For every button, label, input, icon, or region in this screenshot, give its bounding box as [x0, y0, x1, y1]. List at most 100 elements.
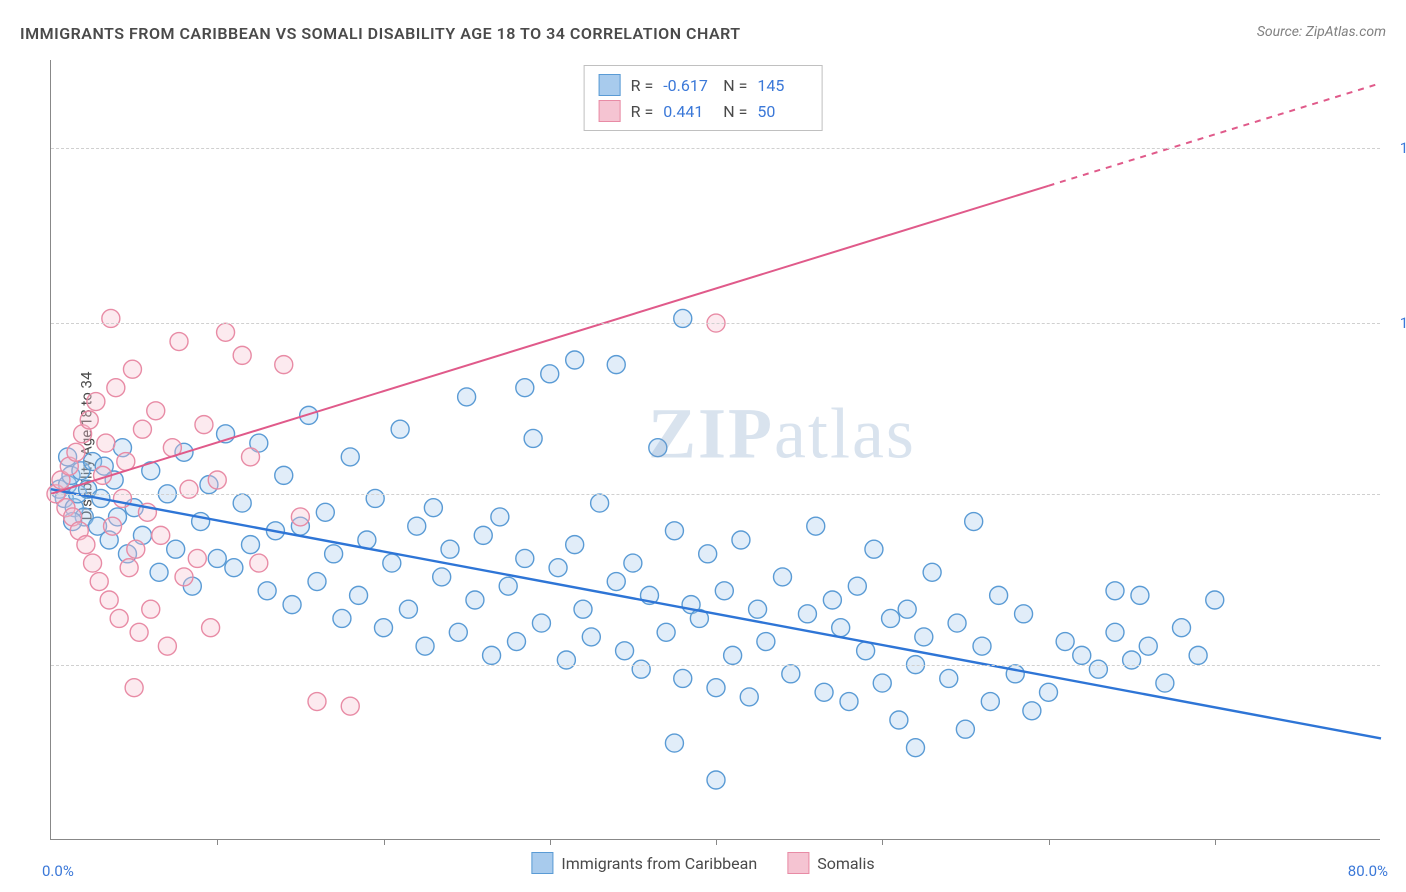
- stat-n-value: 50: [757, 102, 807, 121]
- data-point: [208, 549, 226, 567]
- data-point: [275, 466, 293, 484]
- data-point: [798, 605, 816, 623]
- data-point: [100, 591, 118, 609]
- stats-row: R =-0.617N =145: [599, 72, 808, 98]
- data-point: [823, 591, 841, 609]
- data-point: [80, 411, 98, 429]
- data-point: [225, 559, 243, 577]
- data-point: [123, 360, 141, 378]
- data-point: [956, 720, 974, 738]
- gridline-h: [51, 148, 1380, 149]
- y-tick-label: 3.8%: [1385, 656, 1406, 674]
- stat-r-value: 0.441: [663, 102, 713, 121]
- data-point: [466, 591, 484, 609]
- data-point: [782, 665, 800, 683]
- stat-r-value: -0.617: [663, 76, 713, 95]
- data-point: [170, 333, 188, 351]
- data-point: [973, 637, 991, 655]
- data-point: [915, 628, 933, 646]
- legend-item: Somalis: [787, 852, 874, 874]
- legend-swatch: [599, 74, 621, 96]
- data-point: [125, 679, 143, 697]
- data-point: [923, 563, 941, 581]
- data-point: [175, 568, 193, 586]
- x-tick: [1215, 839, 1216, 845]
- data-point: [848, 577, 866, 595]
- data-point: [333, 609, 351, 627]
- data-point: [524, 429, 542, 447]
- data-point: [474, 526, 492, 544]
- data-point: [1173, 619, 1191, 637]
- data-point: [147, 402, 165, 420]
- data-point: [291, 508, 309, 526]
- data-point: [158, 637, 176, 655]
- data-point: [399, 600, 417, 618]
- data-point: [607, 356, 625, 374]
- data-point: [566, 536, 584, 554]
- data-point: [242, 536, 260, 554]
- data-point: [167, 540, 185, 558]
- data-point: [233, 346, 251, 364]
- data-point: [940, 669, 958, 687]
- data-point: [275, 356, 293, 374]
- data-point: [483, 646, 501, 664]
- data-point: [84, 554, 102, 572]
- data-point: [1106, 623, 1124, 641]
- data-point: [907, 739, 925, 757]
- data-point: [516, 549, 534, 567]
- data-point: [441, 540, 459, 558]
- data-point: [674, 669, 692, 687]
- legend-swatch: [599, 100, 621, 122]
- data-point: [416, 637, 434, 655]
- x-axis-max-label: 80.0%: [1348, 862, 1388, 880]
- data-point: [707, 679, 725, 697]
- data-point: [699, 545, 717, 563]
- data-point: [508, 633, 526, 651]
- trend-line: [51, 186, 1049, 494]
- data-point: [616, 642, 634, 660]
- data-point: [566, 351, 584, 369]
- data-point: [449, 623, 467, 641]
- data-point: [133, 420, 151, 438]
- legend-swatch: [531, 852, 553, 874]
- data-point: [208, 471, 226, 489]
- gridline-h: [51, 665, 1380, 666]
- data-point: [258, 582, 276, 600]
- data-point: [1139, 637, 1157, 655]
- data-point: [499, 577, 517, 595]
- x-tick: [1049, 839, 1050, 845]
- data-point: [217, 323, 235, 341]
- data-point: [649, 439, 667, 457]
- data-point: [807, 517, 825, 535]
- data-point: [749, 600, 767, 618]
- data-point: [632, 660, 650, 678]
- data-point: [102, 309, 120, 327]
- data-point: [1106, 582, 1124, 600]
- gridline-h: [51, 494, 1380, 495]
- legend-swatch: [787, 852, 809, 874]
- trend-line: [51, 489, 1381, 738]
- data-point: [549, 559, 567, 577]
- legend-label: Immigrants from Caribbean: [561, 854, 757, 873]
- data-point: [665, 522, 683, 540]
- data-point: [1023, 702, 1041, 720]
- data-point: [865, 540, 883, 558]
- data-point: [1089, 660, 1107, 678]
- data-point: [582, 628, 600, 646]
- stat-n-value: 145: [757, 76, 807, 95]
- data-point: [591, 494, 609, 512]
- data-point: [873, 674, 891, 692]
- x-tick: [550, 839, 551, 845]
- stat-n-label: N =: [723, 76, 747, 95]
- data-point: [665, 734, 683, 752]
- data-point: [127, 540, 145, 558]
- data-point: [1073, 646, 1091, 664]
- data-point: [707, 771, 725, 789]
- data-point: [152, 526, 170, 544]
- stat-r-label: R =: [631, 102, 654, 121]
- data-point: [424, 499, 442, 517]
- data-point: [1156, 674, 1174, 692]
- data-point: [774, 568, 792, 586]
- x-tick: [716, 839, 717, 845]
- data-point: [341, 697, 359, 715]
